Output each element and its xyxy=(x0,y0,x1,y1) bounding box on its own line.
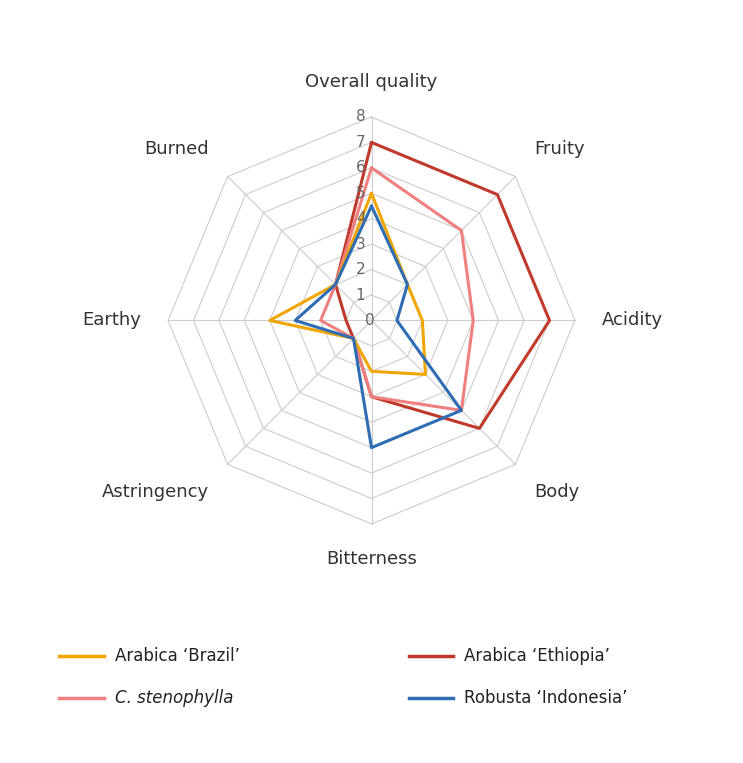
Text: 7: 7 xyxy=(356,135,366,150)
Text: 8: 8 xyxy=(356,110,366,124)
Text: Arabica ‘Ethiopia’: Arabica ‘Ethiopia’ xyxy=(464,647,611,665)
Text: 6: 6 xyxy=(356,160,366,175)
Text: 1: 1 xyxy=(356,288,366,302)
Text: Arabica ‘Brazil’: Arabica ‘Brazil’ xyxy=(115,647,240,665)
Text: 2: 2 xyxy=(356,262,366,277)
Text: 0: 0 xyxy=(365,313,374,328)
Text: Body: Body xyxy=(534,483,580,501)
Text: Robusta ‘Indonesia’: Robusta ‘Indonesia’ xyxy=(464,689,628,707)
Text: 4: 4 xyxy=(356,211,366,226)
Text: Earthy: Earthy xyxy=(82,311,142,330)
Text: 3: 3 xyxy=(356,237,366,252)
Text: C. stenophylla: C. stenophylla xyxy=(115,689,233,707)
Text: Burned: Burned xyxy=(144,140,209,158)
Text: Acidity: Acidity xyxy=(601,311,663,330)
Text: Astringency: Astringency xyxy=(102,483,209,501)
Text: Bitterness: Bitterness xyxy=(326,550,417,568)
Text: 5: 5 xyxy=(356,186,366,201)
Text: Fruity: Fruity xyxy=(534,140,585,158)
Text: Overall quality: Overall quality xyxy=(305,72,438,91)
